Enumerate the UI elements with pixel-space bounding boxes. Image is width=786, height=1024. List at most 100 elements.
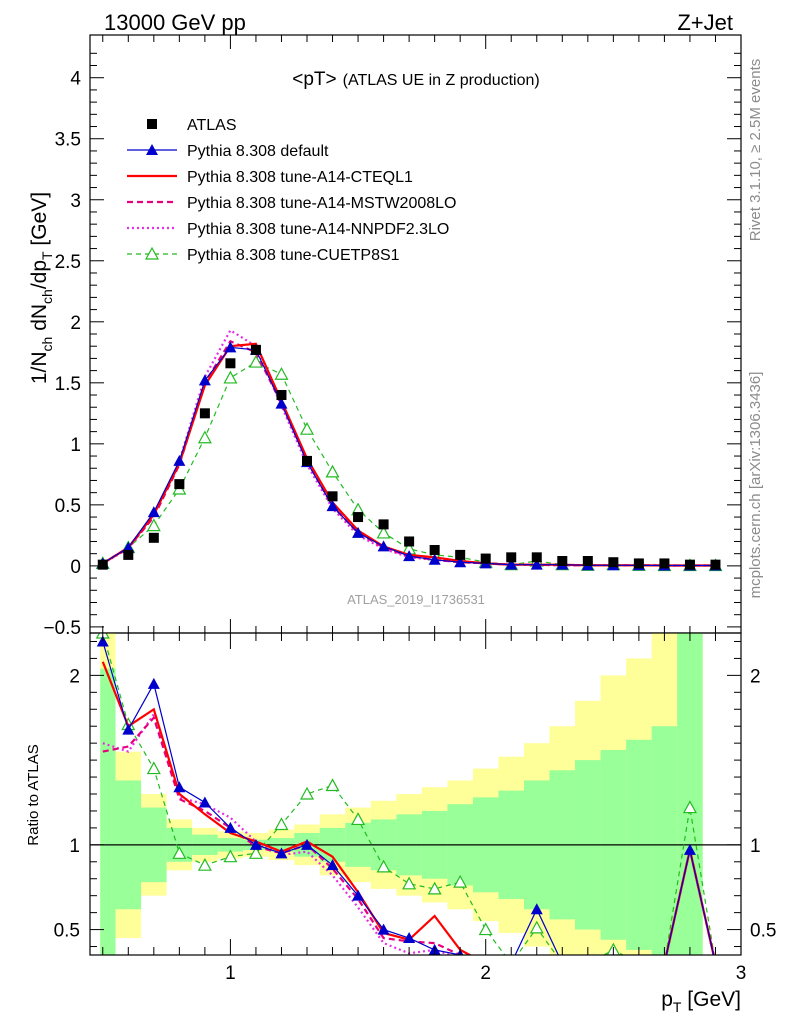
x-label-part: p <box>661 988 673 1011</box>
analysis-watermark: ATLAS_2019_I1736531 <box>347 592 485 607</box>
data-point-atlas <box>429 545 440 556</box>
data-point-default <box>224 821 237 833</box>
main-data-layer <box>95 328 723 572</box>
data-point-default <box>275 847 288 859</box>
legend-label-cuetp8s1: Pythia 8.308 tune-CUETP8S1 <box>187 247 400 264</box>
data-point-default <box>147 506 160 518</box>
data-point-default <box>352 889 365 901</box>
data-point-default <box>683 843 696 855</box>
data-point-atlas <box>557 555 568 566</box>
data-point-atlas <box>659 558 670 569</box>
plot-title-sub: (ATLAS UE in Z production) <box>343 72 540 89</box>
data-point-atlas <box>480 553 491 564</box>
y-tick-label: −0.5 <box>43 618 81 639</box>
data-point-atlas <box>684 559 695 570</box>
y-label-part: 1/N <box>28 351 51 384</box>
data-point-default <box>122 723 135 735</box>
data-point-atlas <box>710 559 721 570</box>
y-tick-label: 3 <box>70 191 81 212</box>
data-point-atlas <box>327 491 338 502</box>
y-label-part: T <box>39 251 55 260</box>
data-point-default <box>224 341 237 353</box>
data-point-default <box>505 558 518 570</box>
data-point-cuetp8s1 <box>223 849 238 863</box>
data-point-atlas <box>174 479 185 490</box>
rivet-version-label: Rivet 3.1.10, ≥ 2.5M events <box>747 59 764 242</box>
ratio-axes: 0.5 0.5 1 1 2 2 1 2 3 <box>54 633 776 984</box>
ratio-data-layer <box>90 633 741 968</box>
ratio-y-axis-label: Ratio to ATLAS <box>25 744 42 845</box>
legend-label-default: Pythia 8.308 default <box>187 143 329 160</box>
data-point-default <box>275 397 288 409</box>
data-point-atlas <box>97 559 108 570</box>
data-point-default <box>403 932 416 944</box>
data-point-atlas <box>633 558 644 569</box>
data-point-cuetp8s1 <box>146 761 161 775</box>
y-tick-label: 0 <box>70 557 81 578</box>
plot-title: <pT> (ATLAS UE in Z production) <box>292 69 539 90</box>
data-point-cuetp8s1 <box>325 778 340 792</box>
data-point-cuetp8s1 <box>427 881 442 895</box>
x-tick-label: 2 <box>480 963 491 984</box>
data-point-atlas <box>506 552 517 563</box>
data-point-cuetp8s1 <box>376 859 391 873</box>
uncertainty-band-inner <box>100 668 116 955</box>
data-point-default <box>505 957 517 968</box>
data-point-default <box>709 957 721 968</box>
data-point-cuetp8s1 <box>478 922 493 936</box>
mcplots-label: mcplots.cern.ch [arXiv:1306.3436] <box>747 372 764 599</box>
data-point-default <box>428 553 441 565</box>
data-point-default <box>301 838 313 850</box>
data-point-default <box>377 923 390 935</box>
data-point-default <box>326 859 339 871</box>
y-label-part: dN <box>28 304 51 337</box>
data-point-cuetp8s1 <box>633 957 645 968</box>
data-point-default <box>352 526 365 538</box>
data-point-default <box>147 677 160 689</box>
data-point-atlas <box>455 549 466 560</box>
y-tick-label: 2.5 <box>55 252 81 273</box>
data-point-cuetp8s1 <box>682 800 697 814</box>
y-label-part: [GeV] <box>28 192 51 252</box>
series-line-default <box>102 346 716 567</box>
series-line-nnpdf <box>102 328 716 567</box>
data-point-atlas <box>250 344 261 355</box>
data-point-atlas <box>531 552 542 563</box>
data-point-atlas <box>582 555 593 566</box>
data-point-cuetp8s1 <box>299 421 315 435</box>
data-point-default <box>607 957 619 968</box>
y-label-part: ch <box>39 337 55 352</box>
x-tick-label: 3 <box>736 963 747 984</box>
legend-marker-default <box>146 144 158 155</box>
data-point-cuetp8s1 <box>402 876 417 890</box>
y-label-part: ch <box>39 289 55 304</box>
data-point-cuetp8s1 <box>556 957 568 968</box>
data-point-default <box>198 374 211 386</box>
y-label-part: /dp <box>28 260 51 289</box>
data-point-default <box>556 957 568 968</box>
y-tick-label: 0.5 <box>55 496 81 517</box>
x-axis-label: pT [GeV] <box>661 988 741 1015</box>
data-point-default <box>454 556 467 568</box>
data-point-cuetp8s1 <box>658 957 670 968</box>
data-point-atlas <box>353 512 364 523</box>
plot-title-main: <pT> <box>292 69 336 90</box>
ratio-y-tick-label: 2 <box>69 666 80 687</box>
x-label-part: [GeV] <box>681 988 741 1011</box>
x-label-part: T <box>673 999 682 1015</box>
data-point-cuetp8s1 <box>529 920 544 934</box>
legend-label-atlas: ATLAS <box>187 117 237 134</box>
data-point-default <box>530 903 543 915</box>
y-tick-label: 1.5 <box>55 374 81 395</box>
data-point-cuetp8s1 <box>146 518 161 532</box>
data-point-atlas <box>302 455 312 466</box>
y-tick-label: 3.5 <box>55 130 81 151</box>
data-point-default <box>582 957 594 968</box>
ratio-y-tick-label-right: 0.5 <box>750 921 776 942</box>
ratio-y-tick-label-right: 1 <box>750 836 761 857</box>
energy-label: 13000 GeV pp <box>104 10 246 35</box>
series-line-mstw <box>102 339 716 567</box>
data-point-default <box>173 781 186 793</box>
ratio-y-tick-label-right: 2 <box>750 666 761 687</box>
